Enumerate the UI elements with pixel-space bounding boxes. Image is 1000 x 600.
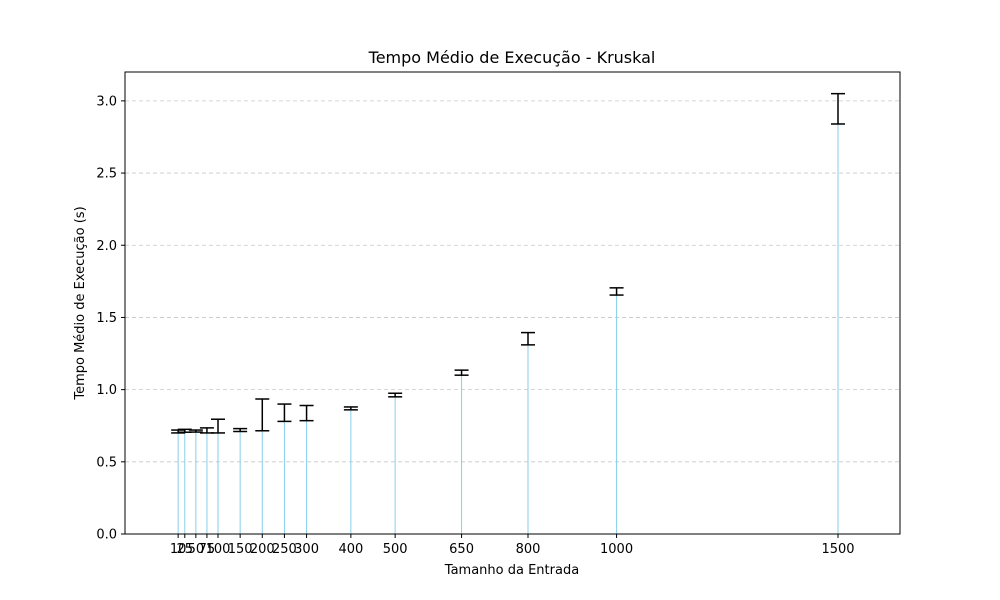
x-tick-label: 250 (272, 542, 297, 557)
y-tick-label: 3.0 (96, 94, 117, 109)
y-tick-label: 0.5 (96, 455, 117, 470)
bar (206, 431, 208, 534)
plot-frame (124, 71, 901, 535)
error-bar (277, 403, 292, 423)
bar (616, 291, 618, 534)
x-tick-label: 25 (177, 542, 194, 557)
bar (461, 372, 463, 534)
x-tick-label: 75 (199, 542, 216, 557)
error-bar (255, 398, 270, 432)
error-bar (831, 92, 845, 125)
error-bar (609, 287, 624, 296)
x-tick-label: 300 (294, 542, 319, 557)
x-tick-label: 800 (516, 542, 541, 557)
y-tick-label: 2.0 (96, 239, 117, 254)
error-bar (233, 427, 248, 433)
bars-layer (177, 108, 839, 535)
bar (195, 431, 197, 534)
x-tick-label: 150 (228, 542, 253, 557)
bar (306, 417, 308, 534)
y-tick-label: 1.0 (96, 383, 117, 398)
bar (527, 339, 529, 534)
x-axis-label: Tamanho da Entrada (444, 563, 579, 578)
error-bar (521, 331, 535, 346)
bar (283, 418, 285, 534)
y-tick-label: 2.5 (96, 167, 117, 182)
error-bar (388, 392, 403, 398)
bar (177, 431, 179, 534)
error-bar (188, 429, 203, 433)
bar (261, 430, 263, 534)
grid-layer (125, 100, 900, 463)
x-tick-label: 500 (383, 542, 408, 557)
error-bar (211, 418, 225, 434)
error-bar (454, 369, 469, 376)
x-tick-label: 1000 (600, 542, 633, 557)
chart-title: Tempo Médio de Execução - Kruskal (368, 48, 656, 67)
y-axis: 0.0 0.5 1.0 1.5 2.0 2.5 3.0 (96, 94, 125, 543)
bar (217, 431, 219, 534)
y-tick-label: 1.5 (96, 311, 117, 326)
bar (184, 430, 186, 534)
x-tick-label: 10 (170, 542, 187, 557)
x-tick-label: 50 (188, 542, 205, 557)
bar (394, 395, 396, 534)
y-tick-label: 0.0 (96, 528, 117, 543)
bar (837, 108, 839, 535)
x-tick-label: 650 (449, 542, 474, 557)
bar (350, 409, 352, 534)
error-bar (343, 406, 358, 411)
x-tick-label: 100 (206, 542, 231, 557)
x-tick-label: 1500 (821, 542, 854, 557)
errorbars-layer (171, 92, 845, 434)
x-tick-label: 200 (250, 542, 275, 557)
bar (239, 430, 241, 534)
y-axis-label: Tempo Médio de Execução (s) (73, 206, 88, 400)
x-tick-label: 400 (338, 542, 363, 557)
error-bar (299, 404, 314, 422)
